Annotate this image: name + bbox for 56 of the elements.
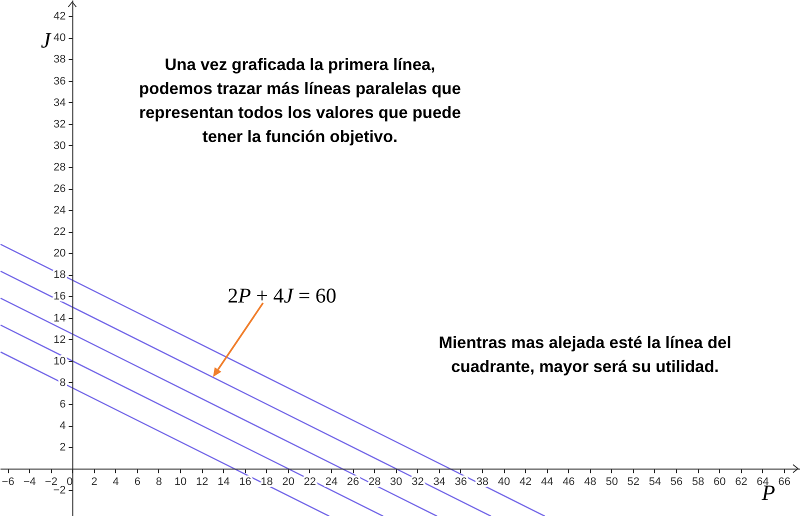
x-tick-label: 6 — [134, 476, 140, 488]
y-tick-label: 2 — [60, 442, 66, 454]
x-tick-label: 8 — [156, 476, 162, 488]
y-tick-label: 20 — [53, 248, 66, 260]
y-tick-label: 32 — [53, 118, 66, 130]
y-tick-label: 14 — [53, 312, 66, 324]
annotation: 2P + 4J = 60 — [228, 284, 336, 308]
y-tick-label: 16 — [53, 290, 66, 303]
x-tick-label: 34 — [433, 476, 446, 488]
x-tick-label: 10 — [174, 476, 187, 488]
x-tick-label: 22 — [304, 476, 316, 488]
y-tick-label: 6 — [60, 398, 66, 410]
x-tick-label: 16 — [239, 476, 252, 488]
x-tick-label: 44 — [541, 476, 554, 488]
x-tick-label: 54 — [648, 476, 662, 488]
x-tick-label: 52 — [627, 476, 640, 488]
x-tick-label: 36 — [454, 476, 467, 488]
x-tick-label: 32 — [412, 476, 424, 488]
x-tick-label: 56 — [670, 476, 683, 488]
y-tick-label: 12 — [53, 334, 66, 346]
x-tick-label: 40 — [498, 476, 510, 488]
x-tick-label: 14 — [218, 476, 230, 488]
y-tick-label: 40 — [53, 32, 66, 44]
y-tick-label: 30 — [53, 140, 66, 152]
y-axis-title: J — [40, 28, 52, 52]
x-tick-label: 60 — [714, 476, 726, 488]
y-tick-label: 26 — [53, 183, 66, 196]
x-tick-label: 48 — [584, 476, 596, 488]
x-tick-label: 0 — [66, 476, 73, 488]
x-tick-label: 12 — [196, 476, 208, 488]
y-tick-label: 22 — [53, 226, 66, 238]
x-tick-label: 26 — [346, 476, 360, 488]
x-tick-label: 62 — [735, 476, 748, 488]
x-tick-label: 24 — [325, 476, 338, 488]
annotation: Una vez graficada la primera línea, podemos trazar más líneas paralelas que representan todos los valores que puede tener la función objetivo. — [138, 55, 462, 148]
x-tick-label: 42 — [519, 476, 532, 488]
x-tick-label: 30 — [390, 476, 402, 488]
x-tick-label: 20 — [282, 476, 294, 488]
x-tick-label: −6 — [2, 476, 14, 488]
x-tick-label: 46 — [562, 476, 575, 488]
x-tick-label: 4 — [112, 476, 119, 488]
y-tick-label: 28 — [53, 161, 66, 174]
y-tick-label: 10 — [53, 355, 66, 368]
x-tick-label: −4 — [23, 476, 36, 488]
annotation: Mientras mas alejada esté la línea del cuadrante, mayor será su utilidad. — [438, 333, 732, 378]
x-tick-label: 2 — [91, 476, 98, 488]
y-tick-label: 38 — [53, 54, 66, 66]
x-tick-label: 58 — [692, 476, 704, 488]
y-tick-label: 4 — [60, 420, 66, 432]
y-tick-label: 36 — [53, 75, 66, 88]
line-series — [0, 324, 384, 516]
x-tick-label: 66 — [778, 476, 790, 488]
y-tick-label: 34 — [53, 96, 66, 109]
y-tick-label: 24 — [53, 204, 66, 217]
x-tick-label: 50 — [606, 476, 618, 488]
y-tick-label: 42 — [53, 10, 66, 23]
